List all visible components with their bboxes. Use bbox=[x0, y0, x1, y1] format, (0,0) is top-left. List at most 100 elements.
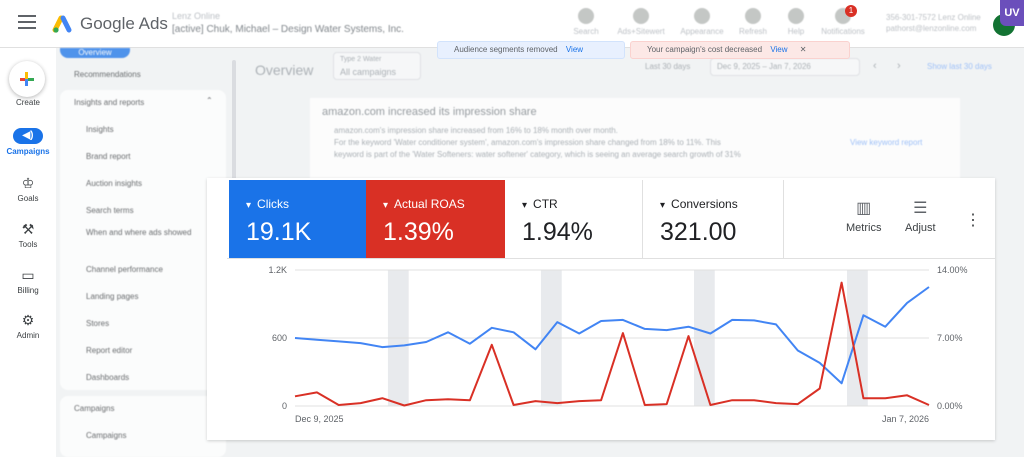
toolbar-search[interactable]: Search bbox=[559, 8, 613, 36]
nav-item[interactable]: Dashboards bbox=[86, 373, 130, 382]
nav-scrollbar[interactable] bbox=[232, 60, 236, 180]
metric-tile-ctr[interactable]: CTR 1.94% bbox=[505, 180, 643, 258]
rail-label: Admin bbox=[16, 331, 40, 340]
snackbar-link[interactable]: View bbox=[565, 45, 584, 54]
appearance-icon bbox=[694, 8, 710, 24]
toolbar-refresh[interactable]: Refresh bbox=[726, 8, 780, 36]
toolbar-label: Search bbox=[573, 27, 599, 36]
view-keyword-report-link[interactable]: View keyword report bbox=[850, 138, 923, 147]
x-tick-label: Jan 7, 2026 bbox=[882, 414, 929, 424]
account-switcher[interactable]: Lenz Online [active] Chuk, Michael – Des… bbox=[172, 10, 404, 36]
nav-campaigns-header[interactable]: Campaigns bbox=[74, 404, 115, 413]
rail-create-label[interactable]: Create bbox=[0, 98, 56, 107]
chevron-up-icon[interactable]: ⌃ bbox=[206, 96, 213, 105]
nav-item[interactable]: Campaigns bbox=[86, 431, 127, 440]
date-prefix: Last 30 days bbox=[645, 62, 691, 71]
nav-item[interactable]: Search terms bbox=[86, 206, 134, 215]
metric-tile-roas[interactable]: Actual ROAS 1.39% bbox=[366, 180, 505, 258]
filter-sub: All campaigns bbox=[340, 67, 397, 77]
toolbar-appearance[interactable]: Appearance bbox=[675, 8, 729, 36]
overview-background: Overview Type 2 Water All campaigns Last… bbox=[245, 48, 1024, 208]
nav-item[interactable]: Insights bbox=[86, 125, 114, 134]
rail-label: Billing bbox=[17, 286, 39, 295]
rail-item-tools[interactable]: ⚒ Tools bbox=[0, 221, 56, 249]
rail-item-campaigns[interactable]: ◀) Campaigns bbox=[0, 128, 56, 156]
toolbar-label: Refresh bbox=[738, 27, 767, 36]
insight-bullet: amazon.com's impression share increased … bbox=[334, 126, 618, 135]
metric-value: 1.39% bbox=[383, 218, 454, 246]
metric-label: Actual ROAS bbox=[383, 197, 465, 211]
user-email: pathorst@lenzonline.com bbox=[886, 24, 977, 33]
account-line-1: Lenz Online bbox=[172, 11, 221, 21]
rail-item-goals[interactable]: ♔ Goals bbox=[0, 175, 56, 203]
y-left-tick-label: 600 bbox=[272, 333, 287, 343]
tools-icon bbox=[633, 8, 649, 24]
snackbar-audience: Audience segments removed View bbox=[437, 41, 625, 59]
nav-item[interactable]: Report editor bbox=[86, 346, 133, 355]
chevron-left-icon[interactable]: ‹ bbox=[873, 60, 877, 72]
search-icon bbox=[578, 8, 594, 24]
line-chart: 0 0.00% 600 7.00% 1.2K 14.00% Dec 9, 2025 Jan 7… bbox=[268, 265, 968, 424]
megaphone-icon: ◀) bbox=[13, 128, 43, 144]
uv-badge: UV bbox=[1000, 0, 1024, 26]
date-range-picker[interactable]: Dec 9, 2025 – Jan 7, 2026 bbox=[710, 58, 860, 76]
filter-label: Type 2 Water bbox=[340, 56, 382, 63]
tools-icon: ⚒ bbox=[21, 221, 35, 237]
roas-series-line bbox=[294, 281, 930, 407]
filter-chip[interactable]: Type 2 Water All campaigns bbox=[333, 52, 421, 80]
y-left-tick-label: 1.2K bbox=[268, 265, 287, 275]
toolbar-help[interactable]: Help bbox=[769, 8, 823, 36]
metric-label: CTR bbox=[522, 197, 558, 211]
divider bbox=[227, 258, 995, 259]
show-last-link[interactable]: Show last 30 days bbox=[927, 62, 992, 71]
y-left-tick-label: 0 bbox=[282, 401, 287, 411]
metric-value: 1.94% bbox=[522, 218, 593, 246]
user-line-1: 356-301-7572 Lenz Online bbox=[886, 13, 981, 22]
nav-insights-header[interactable]: Insights and reports bbox=[74, 98, 145, 107]
snackbar-text: Your campaign's cost decreased bbox=[647, 45, 763, 54]
y-right-tick-label: 14.00% bbox=[937, 265, 968, 275]
side-navigation: Overview Recommendations Insights and re… bbox=[60, 48, 230, 457]
nav-insights-group: Insights and reports ⌃ Insights Brand re… bbox=[60, 90, 226, 390]
snackbar-link[interactable]: View bbox=[770, 45, 788, 54]
chevron-right-icon[interactable]: › bbox=[897, 60, 901, 72]
nav-item[interactable]: Landing pages bbox=[86, 292, 139, 301]
nav-campaigns-group: Campaigns ⌃ Campaigns bbox=[60, 396, 226, 457]
card-icon: ▭ bbox=[21, 267, 35, 283]
metric-value: 321.00 bbox=[660, 218, 737, 246]
toolbar-label: Notifications bbox=[821, 27, 865, 36]
metric-value: 19.1K bbox=[246, 218, 312, 246]
nav-item[interactable]: When and where ads showed bbox=[86, 228, 192, 237]
nav-item[interactable]: Auction insights bbox=[86, 179, 143, 188]
performance-chart-card: Clicks 19.1K Actual ROAS 1.39% CTR 1.94%… bbox=[207, 178, 995, 440]
nav-item[interactable]: Stores bbox=[86, 319, 110, 328]
gear-icon: ⚙ bbox=[21, 312, 35, 328]
x-tick-label: Dec 9, 2025 bbox=[295, 414, 344, 424]
bar-chart-add-icon: ▥ bbox=[856, 200, 872, 217]
create-button[interactable] bbox=[9, 61, 45, 97]
toolbar-notifications[interactable]: Notifications bbox=[816, 8, 870, 36]
toolbar-tools[interactable]: Ads+Sitewert bbox=[614, 8, 668, 36]
metrics-button[interactable]: ▥ Metrics bbox=[846, 200, 881, 234]
toolbar-label: Ads+Sitewert bbox=[617, 27, 665, 36]
nav-overview[interactable]: Overview bbox=[60, 48, 130, 58]
close-icon[interactable]: ✕ bbox=[799, 45, 807, 54]
snackbar-text: Audience segments removed bbox=[454, 45, 558, 54]
nav-item[interactable]: Brand report bbox=[86, 152, 131, 161]
nav-item[interactable]: Channel performance bbox=[86, 265, 163, 274]
insight-bullet: For the keyword 'Water conditioner syste… bbox=[334, 138, 721, 147]
page-title: Overview bbox=[255, 62, 314, 78]
rail-item-admin[interactable]: ⚙ Admin bbox=[0, 312, 56, 340]
toolbar-label: Appearance bbox=[680, 27, 724, 36]
metric-tile-conversions[interactable]: Conversions 321.00 bbox=[643, 180, 784, 258]
rail-label: Goals bbox=[17, 194, 39, 203]
menu-icon[interactable] bbox=[18, 15, 36, 29]
rail-item-billing[interactable]: ▭ Billing bbox=[0, 267, 56, 295]
notification-count: 1 bbox=[845, 5, 857, 17]
more-options-icon[interactable]: ⋮ bbox=[965, 212, 981, 229]
adjust-button[interactable]: ☰ Adjust bbox=[905, 200, 936, 234]
rail-label: Tools bbox=[18, 240, 38, 249]
metric-tile-clicks[interactable]: Clicks 19.1K bbox=[229, 180, 366, 258]
nav-recommendations[interactable]: Recommendations bbox=[74, 70, 141, 79]
left-rail: Create ◀) Campaigns ♔ Goals ⚒ Tools ▭ Billin… bbox=[0, 48, 56, 457]
